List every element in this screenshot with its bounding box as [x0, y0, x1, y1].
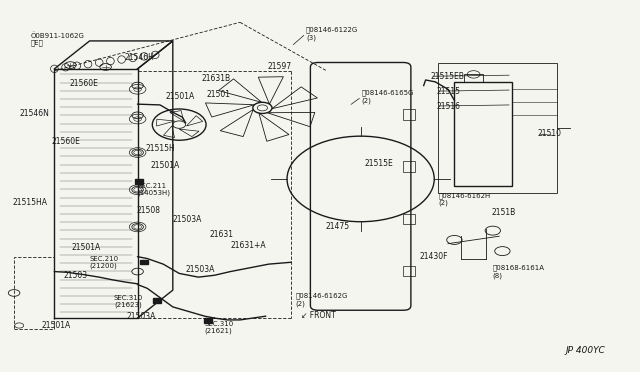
Text: 21515HA: 21515HA — [13, 198, 48, 207]
Text: 21631+A: 21631+A — [230, 241, 266, 250]
Text: ⒲08168-6161A
(8): ⒲08168-6161A (8) — [493, 264, 545, 279]
Text: ↙ FRONT: ↙ FRONT — [301, 311, 335, 320]
Text: ⒲08146-6122G
(3): ⒲08146-6122G (3) — [306, 26, 358, 41]
Text: SEC.310
(21621): SEC.310 (21621) — [205, 321, 234, 334]
Text: 21631: 21631 — [210, 230, 234, 239]
Text: 21515E: 21515E — [365, 159, 394, 168]
Text: 21508: 21508 — [136, 206, 160, 215]
Bar — [438, 63, 557, 193]
Text: Ô0B911-1062G
〈E〉: Ô0B911-1062G 〈E〉 — [31, 32, 84, 46]
Text: 21503A: 21503A — [127, 312, 156, 321]
Bar — [403, 161, 415, 172]
Text: 2151B: 2151B — [492, 208, 516, 217]
Text: SEC.210
(21200): SEC.210 (21200) — [90, 256, 119, 269]
Text: ⒲08146-6162H
(2): ⒲08146-6162H (2) — [438, 192, 491, 206]
Text: 21501A: 21501A — [42, 321, 71, 330]
Bar — [204, 318, 212, 323]
Bar — [464, 74, 483, 82]
Text: 21546N: 21546N — [19, 109, 49, 118]
Text: 21515EB: 21515EB — [430, 72, 464, 81]
Text: 21475: 21475 — [325, 222, 349, 231]
Text: 21515H: 21515H — [146, 144, 175, 153]
Text: 21430F: 21430F — [419, 252, 448, 261]
Bar — [403, 214, 415, 224]
Text: 21503A: 21503A — [186, 265, 215, 274]
Text: 21501: 21501 — [206, 90, 230, 99]
Bar — [135, 179, 143, 184]
Text: SEC.310
(21623): SEC.310 (21623) — [114, 295, 143, 308]
Text: 21510: 21510 — [538, 129, 562, 138]
Bar — [140, 260, 148, 264]
Bar — [403, 266, 415, 276]
Text: 21515: 21515 — [436, 87, 461, 96]
Text: 21560E: 21560E — [51, 137, 80, 146]
Bar — [403, 109, 415, 120]
Text: ⒲08146-6162G
(2): ⒲08146-6162G (2) — [296, 292, 348, 307]
Bar — [454, 82, 512, 186]
Text: 21516: 21516 — [436, 102, 461, 110]
Text: 21501A: 21501A — [72, 243, 101, 252]
Text: 21560E: 21560E — [69, 79, 98, 88]
Text: 21503: 21503 — [64, 271, 88, 280]
Text: 21597: 21597 — [268, 62, 292, 71]
Text: 21503A: 21503A — [173, 215, 202, 224]
Bar — [153, 298, 161, 303]
Text: 21501A: 21501A — [150, 161, 180, 170]
Text: 21631B: 21631B — [202, 74, 231, 83]
Text: 21501A: 21501A — [165, 92, 195, 101]
Text: SEC.211
(14053H): SEC.211 (14053H) — [138, 183, 171, 196]
Text: ⒲08146-6165G
(2): ⒲08146-6165G (2) — [362, 90, 414, 104]
Text: JP 400YC: JP 400YC — [565, 346, 605, 355]
Text: 21546H: 21546H — [125, 53, 155, 62]
